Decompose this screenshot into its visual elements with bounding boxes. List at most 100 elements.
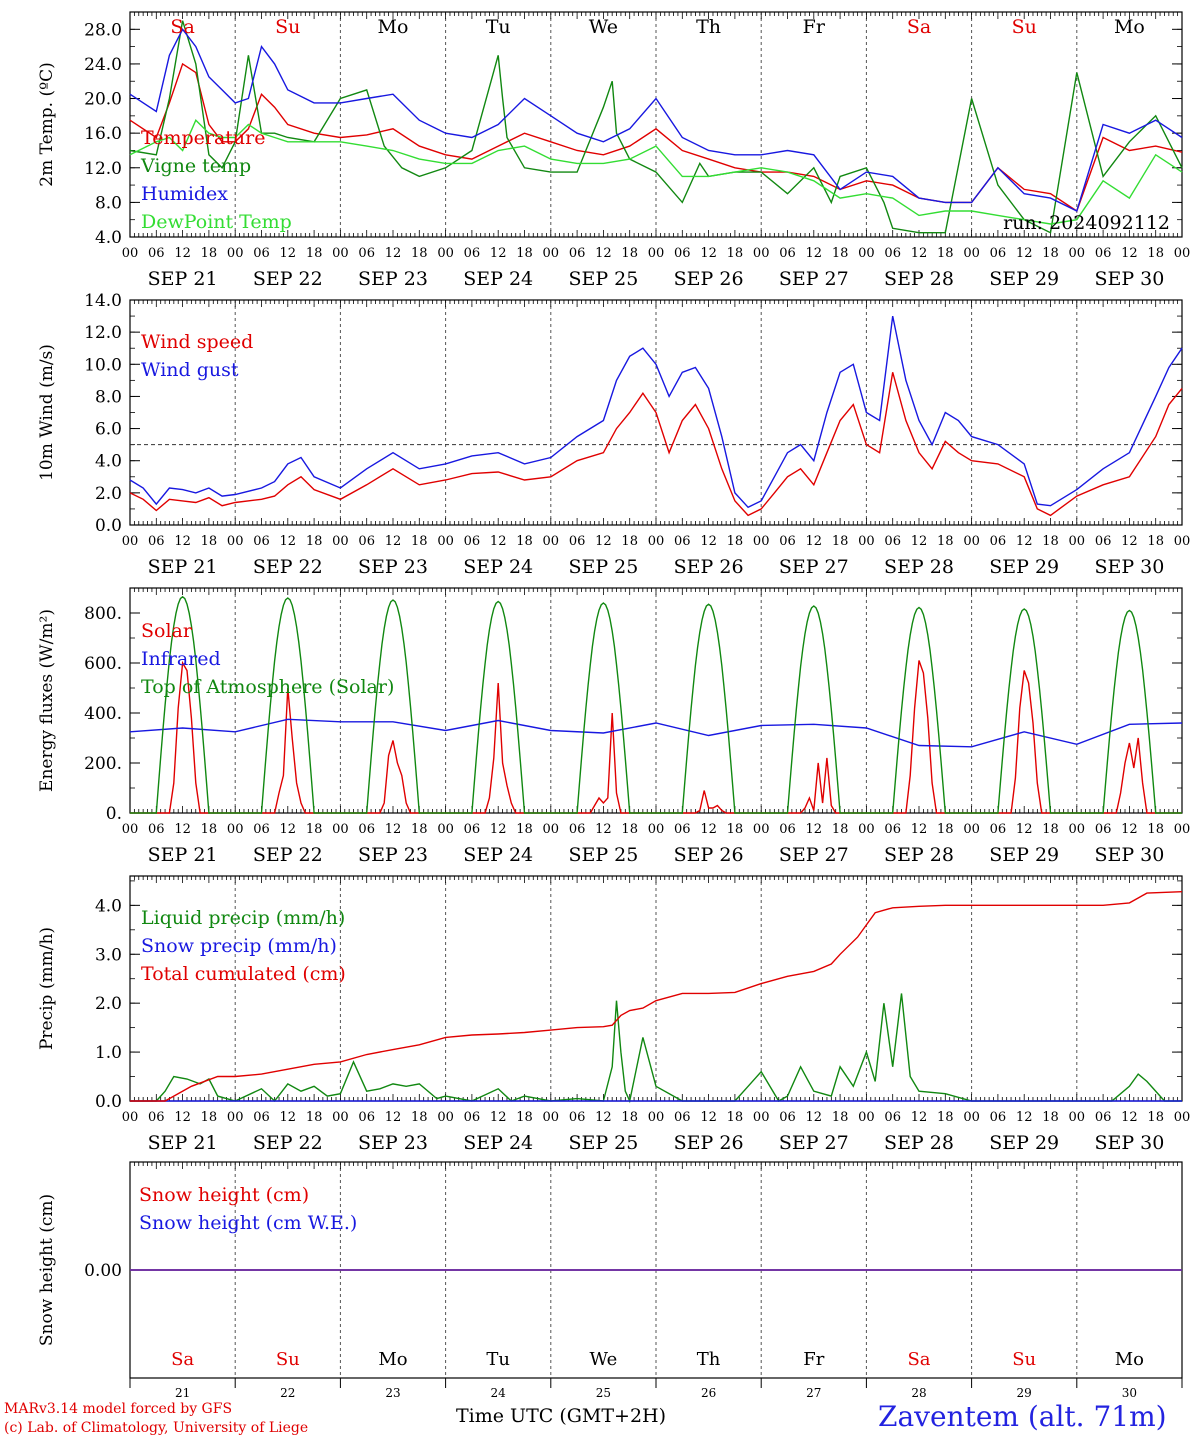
weekday-label: Su xyxy=(276,1349,300,1370)
x-date-label: SEP 24 xyxy=(463,556,533,578)
y-tick-label: 12.0 xyxy=(84,159,122,179)
x-hour-label: 18 xyxy=(621,246,638,261)
weekday-label: Fr xyxy=(803,16,826,38)
x-hour-label: 18 xyxy=(937,246,954,261)
credit-line-copyright: (c) Lab. of Climatology, University of L… xyxy=(4,1420,309,1436)
x-hour-label: 06 xyxy=(464,822,481,837)
weekday-label: Sa xyxy=(171,1349,194,1370)
legend-entry: Liquid precip (mm/h) xyxy=(141,907,345,929)
weekday-label: We xyxy=(590,1349,618,1370)
x-hour-label: 18 xyxy=(832,534,849,549)
x-hour-label: 00 xyxy=(332,246,349,261)
x-hour-label: 00 xyxy=(332,822,349,837)
x-hour-label: 18 xyxy=(1147,822,1164,837)
legend-entry: Wind speed xyxy=(141,331,253,353)
y-tick-label: 20.0 xyxy=(84,90,122,110)
y-tick-label: 0.0 xyxy=(95,1092,122,1112)
y-tick-label: 2.0 xyxy=(95,994,122,1014)
x-hour-label: 06 xyxy=(464,1110,481,1125)
weekday-label: Mo xyxy=(378,16,409,38)
y-tick-label: 600. xyxy=(84,654,122,674)
x-hour-label: 06 xyxy=(990,1110,1007,1125)
x-hour-label: 00 xyxy=(648,534,665,549)
day-number-label: 28 xyxy=(911,1386,926,1400)
y-tick-label: 400. xyxy=(84,704,122,724)
x-hour-label: 18 xyxy=(937,1110,954,1125)
x-hour-label: 12 xyxy=(280,1110,297,1125)
x-hour-label: 18 xyxy=(1147,534,1164,549)
y-axis-label: 10m Wind (m/s) xyxy=(37,344,57,481)
x-hour-label: 18 xyxy=(1147,1110,1164,1125)
x-hour-label: 12 xyxy=(1016,534,1033,549)
x-hour-label: 06 xyxy=(569,534,586,549)
x-hour-label: 00 xyxy=(543,534,560,549)
meteogram: 4.0 8.0 12.0 16.0 20.0 24.0 28.0 2m Temp. (ºC) 0… xyxy=(37,11,1191,1400)
legend-entry: Snow precip (mm/h) xyxy=(141,935,337,957)
y-tick-label: 12.0 xyxy=(84,323,122,343)
x-hour-label: 06 xyxy=(148,534,165,549)
x-hour-label: 18 xyxy=(621,1110,638,1125)
x-hour-label: 12 xyxy=(385,822,402,837)
x-hour-label: 18 xyxy=(201,1110,218,1125)
day-number-label: 27 xyxy=(806,1386,821,1400)
x-hour-label: 06 xyxy=(253,534,270,549)
x-hour-label: 00 xyxy=(648,822,665,837)
x-date-label: SEP 28 xyxy=(884,1132,954,1154)
x-hour-label: 00 xyxy=(122,822,139,837)
day-number-label: 29 xyxy=(1017,1386,1032,1400)
x-date-label: SEP 22 xyxy=(253,1132,323,1154)
x-hour-label: 00 xyxy=(122,246,139,261)
legend-entry: Wind gust xyxy=(141,359,239,381)
series-line-total-cumulated-cm- xyxy=(130,891,1183,1102)
x-date-label: SEP 28 xyxy=(884,844,954,866)
x-hour-label: 06 xyxy=(779,1110,796,1125)
x-hour-label: 06 xyxy=(674,534,691,549)
day-number-label: 30 xyxy=(1122,1386,1137,1400)
y-tick-label: 24.0 xyxy=(84,55,122,75)
x-date-label: SEP 26 xyxy=(674,844,744,866)
x-hour-label: 12 xyxy=(1121,534,1138,549)
weekday-label: Th xyxy=(697,1349,721,1370)
panel-snow: 0.00 Snow height (cm) Snow height (cm) Snow… xyxy=(37,1161,1183,1400)
x-hour-label: 12 xyxy=(490,1110,507,1125)
x-hour-label: 06 xyxy=(884,822,901,837)
x-hour-label: 00 xyxy=(437,1110,454,1125)
x-date-label: SEP 30 xyxy=(1094,1132,1164,1154)
x-date-label: SEP 25 xyxy=(568,556,638,578)
legend-entry: Snow height (cm) xyxy=(139,1184,309,1206)
x-hour-label: 06 xyxy=(464,246,481,261)
legend-entry: Humidex xyxy=(141,183,228,205)
x-hour-label: 18 xyxy=(832,822,849,837)
x-hour-label: 18 xyxy=(516,534,533,549)
x-hour-label: 00 xyxy=(963,534,980,549)
x-hour-label: 12 xyxy=(700,534,717,549)
y-tick-label: 800. xyxy=(84,604,122,624)
x-hour-label: 00 xyxy=(437,534,454,549)
x-hour-label: 00 xyxy=(543,822,560,837)
y-tick-label: 0. xyxy=(106,804,122,824)
x-hour-label: 06 xyxy=(569,822,586,837)
x-hour-label: 00 xyxy=(227,822,244,837)
x-hour-label: 12 xyxy=(385,1110,402,1125)
x-date-label: SEP 23 xyxy=(358,268,428,290)
x-date-label: SEP 21 xyxy=(148,556,218,578)
time-axis-label: Time UTC (GMT+2H) xyxy=(456,1405,667,1427)
y-tick-label: 8.0 xyxy=(95,387,122,407)
x-hour-label: 00 xyxy=(227,1110,244,1125)
x-date-label: SEP 26 xyxy=(674,556,744,578)
weekday-label: Sa xyxy=(907,16,931,38)
x-hour-label: 18 xyxy=(306,822,323,837)
x-hour-label: 12 xyxy=(595,534,612,549)
x-date-label: SEP 25 xyxy=(568,268,638,290)
x-hour-label: 12 xyxy=(490,822,507,837)
y-tick-label: 0.00 xyxy=(84,1261,122,1281)
weekday-label: Mo xyxy=(1114,16,1145,38)
x-hour-label: 00 xyxy=(753,246,770,261)
x-hour-label: 06 xyxy=(990,246,1007,261)
x-hour-label: 18 xyxy=(411,534,428,549)
x-date-label: SEP 28 xyxy=(884,556,954,578)
legend-entry: Infrared xyxy=(141,648,221,670)
x-hour-label: 06 xyxy=(253,1110,270,1125)
x-hour-label: 00 xyxy=(1174,1110,1191,1125)
weekday-label: Mo xyxy=(1115,1349,1144,1370)
